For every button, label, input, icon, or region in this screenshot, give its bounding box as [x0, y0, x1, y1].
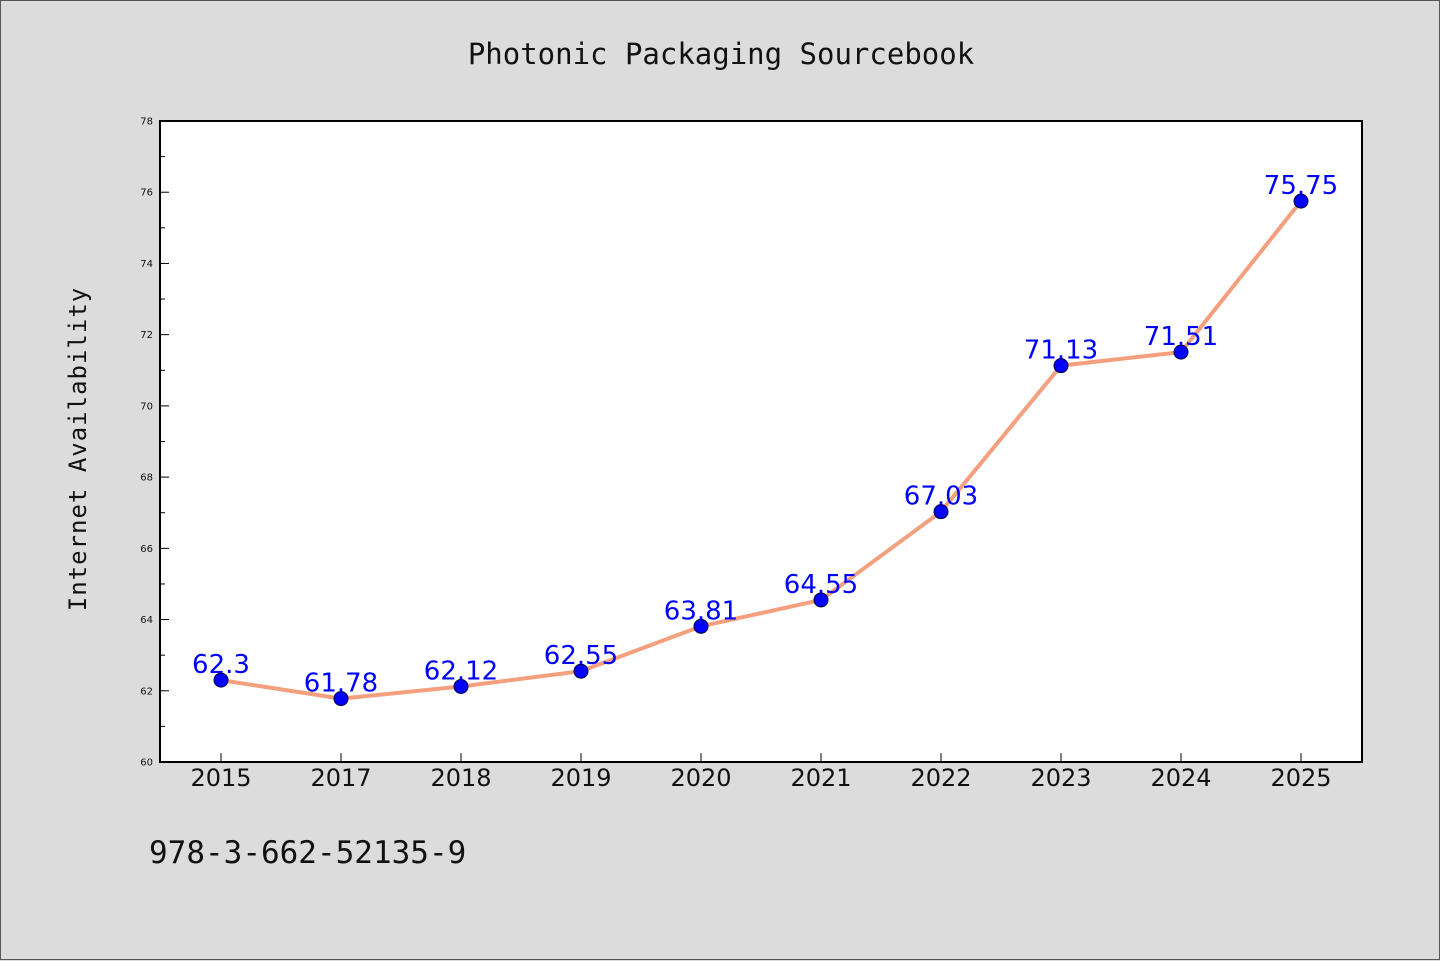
data-point-2 — [453, 679, 469, 695]
x-tick-label-3: 2019 — [550, 764, 611, 792]
x-axis-ticks: 2015 2017 2018 2019 2020 2021 2022 2023 2024 2025 — [190, 753, 1332, 792]
y-tick-label-7: 74 — [140, 259, 153, 270]
series-layer: 62.3 61.78 62.12 62.55 63.81 64.55 67.03 71.13 7… — [192, 171, 1338, 707]
data-label-6: 67.03 — [904, 482, 978, 512]
y-tick-label-0: 60 — [140, 758, 153, 769]
data-label-3: 62.55 — [544, 641, 618, 671]
series-line-0 — [219, 199, 1303, 701]
data-point-8 — [1173, 344, 1189, 360]
data-label-4: 63.81 — [664, 596, 738, 626]
data-point-5 — [813, 592, 829, 608]
data-label-2: 62.12 — [424, 657, 498, 687]
data-label-1: 61.78 — [304, 669, 378, 699]
data-point-6 — [933, 504, 949, 520]
x-tick-label-0: 2015 — [190, 764, 251, 792]
y-axis-label: Internet Availability — [64, 287, 92, 611]
y-tick-label-1: 62 — [140, 686, 153, 697]
plot-area — [159, 120, 1363, 763]
data-label-5: 64.55 — [784, 570, 858, 600]
x-tick-label-5: 2021 — [790, 764, 851, 792]
data-label-8: 71.51 — [1144, 322, 1218, 352]
data-label-9: 75.75 — [1264, 171, 1338, 201]
chart-title: Photonic Packaging Sourcebook — [468, 37, 975, 71]
x-tick-label-4: 2020 — [670, 764, 731, 792]
data-point-3 — [573, 663, 589, 679]
data-point-4 — [693, 618, 709, 634]
x-tick-label-1: 2017 — [310, 764, 371, 792]
data-label-0: 62.3 — [192, 650, 250, 680]
isbn-text: 978-3-662-52135-9 — [149, 835, 467, 871]
x-tick-label-2: 2018 — [430, 764, 491, 792]
y-tick-label-3: 66 — [140, 544, 153, 555]
y-tick-label-4: 68 — [140, 473, 153, 484]
data-label-7: 71.13 — [1024, 336, 1098, 366]
y-tick-label-5: 70 — [140, 401, 153, 412]
y-axis-ticks: 60 62 64 66 68 70 72 74 76 78 — [140, 117, 169, 769]
data-point-9 — [1293, 193, 1309, 209]
y-tick-label-9: 78 — [140, 117, 153, 128]
y-tick-label-8: 76 — [140, 188, 153, 199]
data-point-1 — [333, 691, 349, 707]
y-tick-label-2: 64 — [140, 615, 153, 626]
data-point-0 — [213, 672, 229, 688]
x-tick-label-7: 2023 — [1030, 764, 1091, 792]
x-tick-label-8: 2024 — [1150, 764, 1211, 792]
x-tick-label-6: 2022 — [910, 764, 971, 792]
data-point-7 — [1053, 358, 1069, 374]
x-tick-label-9: 2025 — [1270, 764, 1331, 792]
y-tick-label-6: 72 — [140, 330, 153, 341]
